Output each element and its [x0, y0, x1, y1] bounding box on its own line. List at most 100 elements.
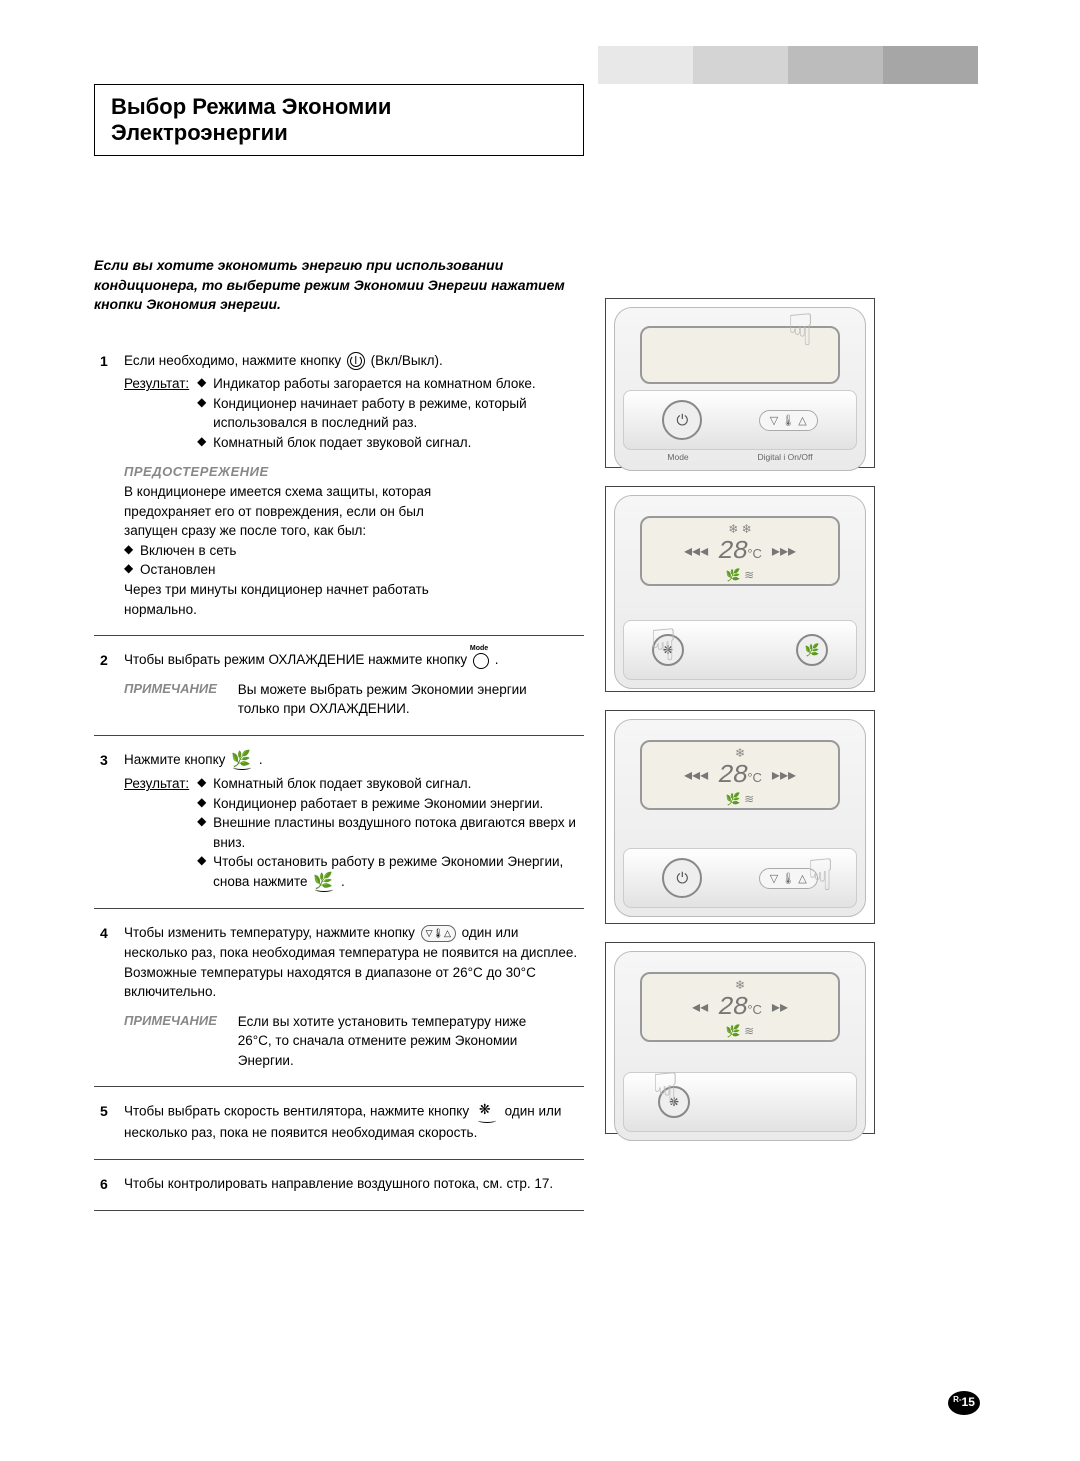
lcd-arrow-right: ▸▸▸: [772, 541, 796, 561]
temp-pill-button[interactable]: ▽ 🌡 △: [759, 868, 818, 889]
bullet: Внешние пластины воздушного потока двига…: [197, 813, 584, 852]
lcd-temperature: 28: [718, 536, 747, 566]
step-text-a: Чтобы выбрать скорость вентилятора, нажм…: [124, 1104, 473, 1119]
caution-text-b: Через три минуты кондиционер начнет рабо…: [124, 582, 429, 617]
step-number: 3: [100, 750, 108, 770]
note-label: ПРИМЕЧАНИЕ: [124, 680, 234, 699]
step-text-b: (Вкл/Выкл).: [371, 353, 443, 368]
eco-icon: [313, 872, 335, 892]
title-box: Выбор Режима Экономии Электроэнергии: [94, 84, 584, 156]
remote-figure-4: ◂◂ 28°C ▸▸ ❄ 🌿 ≋ ❋ ☟: [605, 942, 875, 1134]
bullet: Кондиционер работает в режиме Экономии э…: [197, 794, 584, 814]
result-block: Результат: Индикатор работы загорается н…: [124, 374, 584, 452]
bullet: Включен в сеть: [124, 541, 444, 561]
step-text: Чтобы выбрать режим ОХЛАЖДЕНИЕ нажмите к…: [124, 650, 584, 670]
lcd-temp-wrap: 28°C: [718, 536, 762, 566]
lcd-unit: °C: [747, 546, 762, 561]
lcd-unit: °C: [747, 1002, 762, 1017]
eco-icon: 🌿: [805, 643, 820, 657]
bullet-tail: .: [341, 874, 345, 889]
step-6: 6 Чтобы контролировать направление возду…: [94, 1166, 584, 1211]
step-text: Чтобы выбрать скорость вентилятора, нажм…: [124, 1101, 584, 1143]
step-number: 1: [100, 351, 108, 371]
remote-figure-3: ◂◂◂ 28°C ▸▸▸ ❄ 🌿 ≋ ⏻ ▽ 🌡 △ ☟: [605, 710, 875, 924]
result-label: Результат:: [124, 374, 189, 452]
eco-icon: [231, 750, 253, 770]
fan-button[interactable]: ❋: [652, 634, 684, 666]
result-label: Результат:: [124, 774, 189, 892]
temp-pill-button[interactable]: ▽ 🌡 △: [759, 410, 818, 431]
step-2: 2 Чтобы выбрать режим ОХЛАЖДЕНИЕ нажмите…: [94, 642, 584, 736]
band-seg: [598, 46, 693, 84]
mode-label: Mode: [667, 452, 688, 462]
step-text-b: .: [495, 652, 499, 667]
dion-label: Digital i On/Off: [757, 452, 812, 462]
step-4: 4 Чтобы изменить температуру, нажмите кн…: [94, 915, 584, 1087]
lcd-bottom-icons: 🌿 ≋: [623, 568, 857, 582]
pill-content: ▽ 🌡 △: [770, 872, 807, 885]
eco-button[interactable]: 🌿: [796, 634, 828, 666]
lcd-top-icons: ❄ ❄: [623, 522, 857, 536]
band-seg: [693, 46, 788, 84]
caution-text-a: В кондиционере имеется схема защиты, кот…: [124, 484, 431, 538]
remote-screen: [640, 326, 840, 384]
lcd-top-icons: ❄: [623, 746, 857, 760]
note-label: ПРИМЕЧАНИЕ: [124, 1012, 234, 1031]
bullet: Индикатор работы загорается на комнатном…: [197, 374, 584, 394]
result-block: Результат: Комнатный блок подает звуково…: [124, 774, 584, 892]
step-text-b: .: [259, 752, 263, 767]
lcd-arrow-left: ◂◂◂: [684, 541, 708, 561]
band-seg: [788, 46, 883, 84]
temp-icon: ▽🌡△: [421, 925, 456, 942]
remote-button-strip: ⏻ ▽ 🌡 △: [623, 390, 857, 450]
lcd-temp-wrap: 28°C: [718, 760, 762, 790]
lcd-arrow-right: ▸▸▸: [772, 765, 796, 785]
remote-figure-1: ⏻ ▽ 🌡 △ Mode Digital i On/Off ☟: [605, 298, 875, 468]
lcd-temp-wrap: 28°C: [718, 992, 762, 1022]
remote-figure-2: ◂◂◂ 28°C ▸▸▸ ❄ ❄ 🌿 ≋ ❋ 🌿: [605, 486, 875, 692]
page-num-prefix: R-: [953, 1395, 961, 1404]
lcd-arrow-left: ◂◂: [692, 997, 708, 1017]
remote-button-strip: ⏻ ▽ 🌡 △: [623, 848, 857, 908]
main-content: Выбор Режима Экономии Электроэнергии Есл…: [94, 84, 584, 1217]
step-text: Чтобы изменить температуру, нажмите кноп…: [124, 923, 584, 1001]
bullet: Комнатный блок подает звуковой сигнал.: [197, 774, 584, 794]
step-text-a: Чтобы изменить температуру, нажмите кноп…: [124, 925, 419, 940]
lcd-arrow-left: ◂◂◂: [684, 765, 708, 785]
step-number: 6: [100, 1174, 108, 1194]
step-5: 5 Чтобы выбрать скорость вентилятора, на…: [94, 1093, 584, 1160]
mode-icon: [473, 653, 489, 669]
power-button[interactable]: ⏻: [662, 858, 702, 898]
fan-icon: ❋: [663, 643, 673, 657]
remote-body: ◂◂◂ 28°C ▸▸▸ ❄ ❄ 🌿 ≋ ❋ 🌿: [614, 495, 866, 689]
band-seg: [883, 46, 978, 84]
page-num-value: 15: [962, 1395, 975, 1409]
result-bullets: Индикатор работы загорается на комнатном…: [197, 374, 584, 452]
result-bullets: Комнатный блок подает звуковой сигнал. К…: [197, 774, 584, 892]
power-icon: ⏻: [676, 870, 688, 887]
bullet: Остановлен: [124, 560, 444, 580]
power-button[interactable]: ⏻: [662, 400, 702, 440]
lcd-unit: °C: [747, 770, 762, 785]
step-number: 4: [100, 923, 108, 943]
note-text: Вы можете выбрать режим Экономии энергии…: [238, 680, 558, 719]
fan-button[interactable]: ❋: [658, 1086, 690, 1118]
step-3: 3 Нажмите кнопку . Результат: Комнатный …: [94, 742, 584, 910]
note-row: ПРИМЕЧАНИЕ Вы можете выбрать режим Эконо…: [124, 680, 584, 719]
remote-body: ◂◂◂ 28°C ▸▸▸ ❄ 🌿 ≋ ⏻ ▽ 🌡 △: [614, 719, 866, 917]
caution-row: ПРЕДОСТЕРЕЖЕНИЕ В кондиционере имеется с…: [124, 463, 584, 620]
step-text: Нажмите кнопку .: [124, 750, 584, 770]
step-number: 2: [100, 650, 108, 670]
lcd-arrow-right: ▸▸: [772, 997, 788, 1017]
page-title: Выбор Режима Экономии Электроэнергии: [111, 94, 567, 146]
power-icon: ⏻: [676, 412, 688, 429]
lcd-bottom-icons: 🌿 ≋: [623, 1024, 857, 1038]
step-1: 1 Если необходимо, нажмите кнопку (Вкл/В…: [94, 343, 584, 636]
note-text: Если вы хотите установить температуру ни…: [238, 1012, 558, 1071]
remote-body: ◂◂ 28°C ▸▸ ❄ 🌿 ≋ ❋: [614, 951, 866, 1141]
power-icon: [347, 352, 365, 370]
page-number: R-15: [948, 1391, 980, 1415]
bullet-text: Чтобы остановить работу в режиме Экономи…: [213, 854, 563, 889]
lcd-temperature: 28: [718, 760, 747, 790]
note-row: ПРИМЕЧАНИЕ Если вы хотите установить тем…: [124, 1012, 584, 1071]
